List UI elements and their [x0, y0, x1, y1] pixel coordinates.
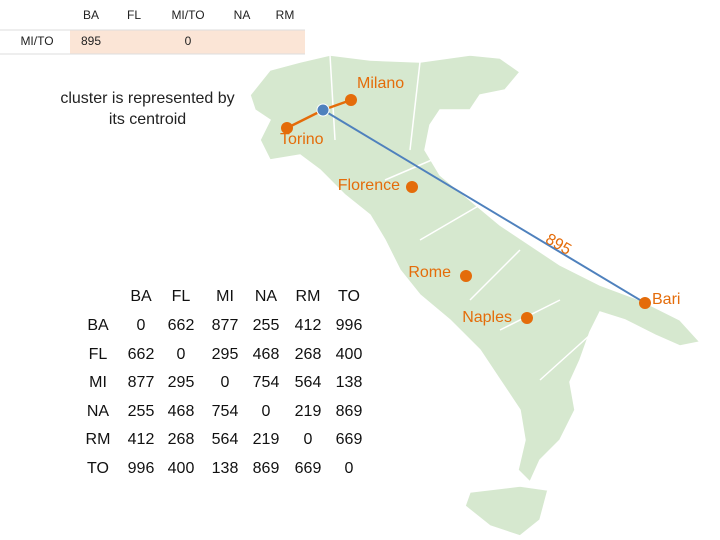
column-header: NA — [255, 288, 278, 305]
cell: 869 — [253, 460, 280, 477]
column-header: BA — [130, 288, 152, 305]
cell: 255 — [128, 403, 155, 420]
cell: 268 — [295, 346, 322, 363]
cell: 468 — [253, 346, 280, 363]
cell: 0 — [262, 403, 271, 420]
column-header: MI/TO — [171, 8, 204, 22]
column-header: RM — [276, 8, 295, 22]
map-italy — [249, 54, 702, 537]
column-header: BA — [83, 8, 99, 22]
city-label: Rome — [408, 264, 451, 281]
city-dot — [521, 312, 533, 324]
city-label: Naples — [462, 309, 512, 326]
cell: 996 — [128, 460, 155, 477]
cell: 662 — [168, 317, 195, 334]
column-header: NA — [234, 8, 251, 22]
cell: 996 — [336, 317, 363, 334]
cell: 869 — [336, 403, 363, 420]
cell: 0 — [304, 431, 313, 448]
city-dot — [460, 270, 472, 282]
centroid-dot — [316, 103, 330, 117]
cell: 400 — [168, 460, 195, 477]
column-header: MI — [216, 288, 234, 305]
city-label: Torino — [280, 131, 324, 148]
city-dot — [639, 297, 651, 309]
cell: 564 — [212, 431, 239, 448]
row-highlight — [70, 30, 305, 54]
cell: 877 — [212, 317, 239, 334]
cell: 877 — [128, 374, 155, 391]
cell: 0 — [177, 346, 186, 363]
column-header: FL — [172, 288, 191, 305]
edge-label: 895 — [542, 231, 574, 259]
mainland — [249, 54, 702, 484]
row-header: BA — [87, 317, 109, 334]
cell: 0 — [185, 34, 192, 48]
annotation: cluster is represented by its centroid — [60, 90, 235, 128]
row-header: NA — [87, 403, 110, 420]
city-dot — [406, 181, 418, 193]
column-header: RM — [296, 288, 321, 305]
city-dot — [345, 94, 357, 106]
row-header: RM — [86, 431, 111, 448]
cell: 412 — [295, 317, 322, 334]
row-header: MI — [89, 374, 107, 391]
city-label: Florence — [338, 177, 400, 194]
cell: 295 — [212, 346, 239, 363]
cell: 0 — [345, 460, 354, 477]
cell: 468 — [168, 403, 195, 420]
cell: 400 — [336, 346, 363, 363]
cell: 669 — [295, 460, 322, 477]
cell: 138 — [212, 460, 239, 477]
cell: 0 — [137, 317, 146, 334]
cell: 255 — [253, 317, 280, 334]
cell: 754 — [253, 374, 280, 391]
sicily — [464, 485, 549, 537]
cell: 412 — [128, 431, 155, 448]
row-header: TO — [87, 460, 109, 477]
cell: 669 — [336, 431, 363, 448]
cell: 138 — [336, 374, 363, 391]
row-header: MI/TO — [20, 34, 53, 48]
cell: 564 — [295, 374, 322, 391]
cell: 662 — [128, 346, 155, 363]
row-header: FL — [89, 346, 108, 363]
cell: 219 — [253, 431, 280, 448]
region-borders — [329, 54, 591, 381]
cell: 754 — [212, 403, 239, 420]
distance-line — [322, 109, 646, 304]
city-dot — [281, 122, 293, 134]
cell: 219 — [295, 403, 322, 420]
cell: 0 — [221, 374, 230, 391]
city-label: Bari — [652, 291, 680, 308]
city-label: Milano — [357, 75, 404, 92]
cell: 295 — [168, 374, 195, 391]
column-header: TO — [338, 288, 360, 305]
cell: 895 — [81, 34, 101, 48]
column-header: FL — [127, 8, 141, 22]
cell: 268 — [168, 431, 195, 448]
